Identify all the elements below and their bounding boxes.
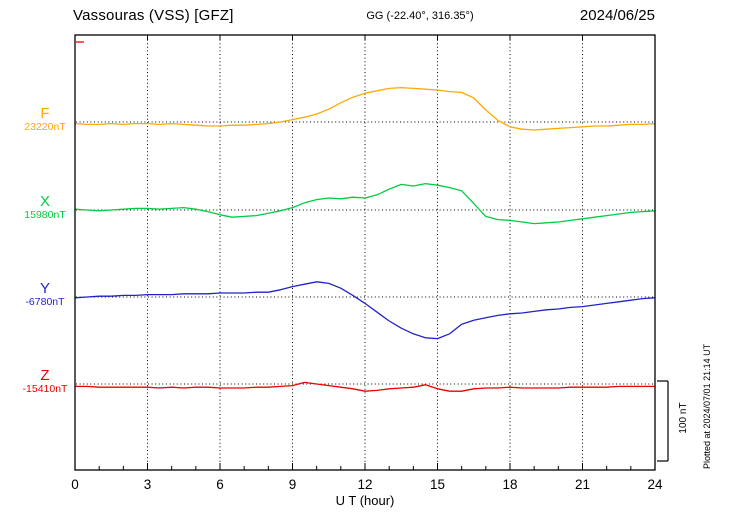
series-letter-f: F — [40, 105, 50, 122]
series-letter-x: X — [39, 193, 50, 210]
scalebar-label: 100 nT — [678, 402, 689, 434]
plot-date: 2024/06/25 — [579, 7, 655, 24]
x-tick-label: 3 — [144, 477, 152, 492]
series-baseline-y: -6780nT — [25, 296, 65, 308]
x-tick-label: 12 — [357, 477, 372, 492]
series-baseline-z: -15410nT — [22, 383, 68, 395]
gg-coordinates: GG (-22.40°, 316.35°) — [366, 10, 474, 22]
plotted-at-note: Plotted at 2024/07/01 21:14 UT — [702, 343, 712, 469]
x-tick-label: 6 — [216, 477, 224, 492]
x-axis-label: U T (hour) — [335, 493, 395, 508]
x-tick-label: 0 — [71, 477, 79, 492]
trace-F — [74, 86, 656, 131]
trace-X — [74, 182, 656, 225]
series-letter-y: Y — [39, 280, 50, 297]
trace-Y — [74, 281, 656, 340]
series-baseline-f: 23220nT — [24, 121, 66, 133]
series-label-f: F 23220nT — [14, 106, 76, 134]
series-baseline-x: 15980nT — [24, 209, 66, 221]
x-tick-label: 18 — [502, 477, 517, 492]
station-title: Vassouras (VSS) [GFZ] — [73, 7, 234, 24]
x-tick-label: 21 — [575, 477, 590, 492]
trace-Z — [74, 381, 656, 392]
series-label-z: Z -15410nT — [14, 368, 76, 396]
x-tick-label: 24 — [647, 477, 663, 492]
series-letter-z: Z — [40, 367, 50, 384]
series-label-y: Y -6780nT — [14, 281, 76, 309]
series-label-x: X 15980nT — [14, 194, 76, 222]
x-tick-label: 9 — [289, 477, 297, 492]
x-tick-label: 15 — [430, 477, 445, 492]
